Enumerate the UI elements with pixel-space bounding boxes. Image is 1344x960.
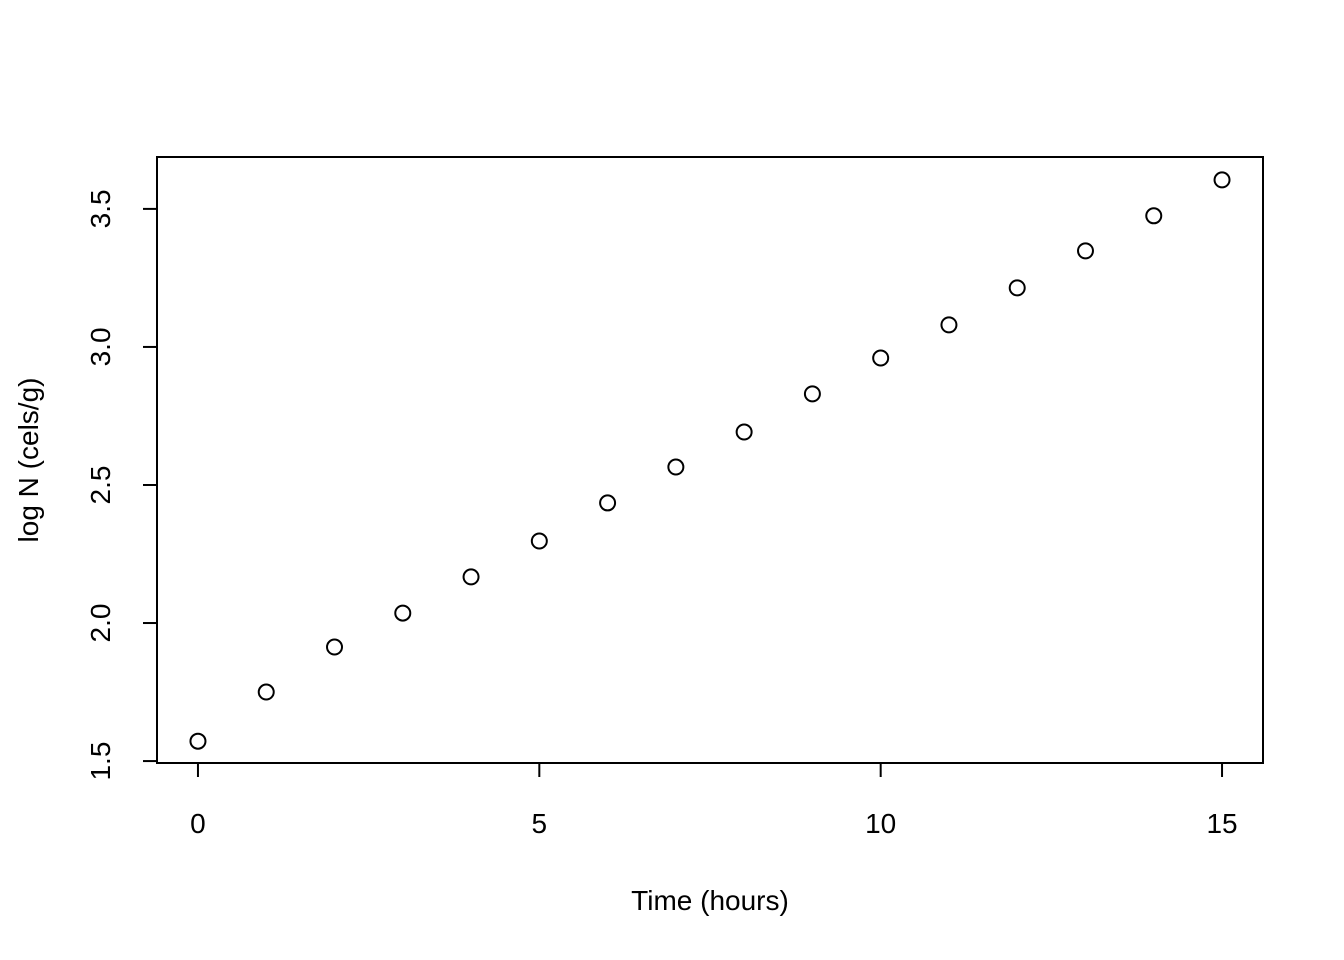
x-tick-label: 15 xyxy=(1206,808,1237,839)
point xyxy=(599,494,617,512)
point xyxy=(1213,171,1231,189)
point xyxy=(189,732,207,750)
point xyxy=(667,458,685,476)
y-tick-label: 1.5 xyxy=(85,742,116,781)
plot-frame xyxy=(156,156,1264,764)
point xyxy=(735,423,753,441)
y-tick-label: 3.0 xyxy=(85,327,116,366)
point xyxy=(940,316,958,334)
point xyxy=(872,349,890,367)
y-tick-label: 3.5 xyxy=(85,189,116,228)
point xyxy=(462,568,480,586)
y-tick-label: 2.5 xyxy=(85,466,116,505)
point xyxy=(257,683,275,701)
point xyxy=(530,532,548,550)
point xyxy=(803,385,821,403)
x-tick-label: 10 xyxy=(865,808,896,839)
point xyxy=(1076,242,1094,260)
point xyxy=(326,638,344,656)
y-tick-label: 2.0 xyxy=(85,604,116,643)
point xyxy=(1145,207,1163,225)
point xyxy=(394,604,412,622)
x-axis-label: Time (hours) xyxy=(631,885,789,916)
x-tick-label: 5 xyxy=(532,808,548,839)
x-tick-label: 0 xyxy=(190,808,206,839)
point xyxy=(1008,279,1026,297)
y-axis-label: log N (cels/g) xyxy=(13,378,44,543)
